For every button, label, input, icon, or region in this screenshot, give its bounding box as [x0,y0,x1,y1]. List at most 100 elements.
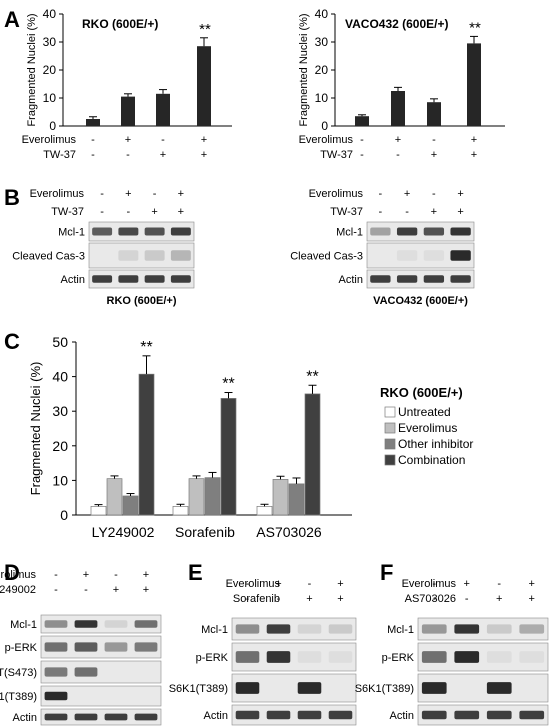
blot-row-label: Actin [13,712,37,724]
blot-row-label: Cleaved Cas-3 [290,251,363,263]
blot-band [44,642,68,652]
treatment-mark: + [496,593,502,605]
treatment-mark: + [431,149,437,161]
panel-label-e: E [188,560,203,585]
blot-band [134,620,158,628]
blot-row-label: Mcl-1 [58,227,85,239]
blot-band [44,691,68,701]
y-tick-label: 10 [52,472,68,488]
y-tick-label: 50 [52,334,68,350]
bar-combination [138,373,155,516]
blot-band [170,250,191,261]
bar [391,91,405,126]
treatment-mark: + [529,578,535,590]
blot-band [370,275,391,283]
blot-band [118,250,139,261]
y-tick-label: 20 [43,63,57,77]
blot-band [44,620,68,628]
chart-c-rko: 0 10 20 30 40 50 Fragmented Nuclei (%) ** LY2490… [28,334,473,540]
panel-label-c: C [4,329,20,354]
bar-other-inhibitor [204,477,221,516]
blot-band [486,651,512,663]
blot-band [74,667,98,677]
blot-strip [417,704,549,726]
blot-band [328,651,353,663]
y-tick-label: 20 [315,63,329,77]
blot-band [104,642,128,652]
y-tick-label: 20 [52,438,68,454]
blot-band [396,250,418,261]
blot-band [423,275,445,283]
treatment-mark: - [246,578,250,590]
blot-band [74,620,98,628]
blot-band [104,713,128,721]
blot-row-label: p-ERK [196,652,229,664]
blot-band [170,227,191,236]
legend-entry: Everolimus [398,421,457,435]
y-tick-label: 40 [43,7,57,21]
blot-band [92,227,113,236]
blot-band [235,682,260,694]
treatment-mark: - [379,206,383,218]
blot-row-label: Actin [339,274,363,286]
treatment-mark: - [54,584,58,596]
bar-untreated [90,506,107,516]
blot-band [134,642,158,652]
blot-band [423,227,445,236]
treatment-mark: + [178,206,184,218]
chart-title: VACO432 (600E/+) [345,17,449,31]
blot-band [454,651,480,663]
blot-band [486,710,512,720]
treatment-mark: + [201,134,207,146]
blot-band [450,275,471,283]
legend-swatch [384,454,396,466]
blot-band [170,275,191,283]
blot-row-label: Actin [390,710,414,722]
treatment-mark: - [153,188,157,200]
blot-b-rko: Everolimus - + - + TW-37 - - + + Mcl-1 Cleaved Cas-… [12,188,195,307]
blot-band [396,275,418,283]
chart-a-vaco432: 0 10 20 30 40 Fragmented Nuclei (%) VACO432 (6… [298,7,505,161]
blot-row-label: Actin [204,710,228,722]
y-axis-label: Fragmented Nuclei (%) [298,13,310,126]
blot-band [486,624,512,634]
blot-band [297,651,322,663]
treatment-label: TW-37 [43,149,76,161]
treatment-mark: + [529,593,535,605]
blot-row-label: Mcl-1 [10,619,37,631]
significance-marker: ** [306,368,318,385]
treatment-mark: + [471,149,477,161]
blot-band [266,651,291,663]
blot-band [118,275,139,283]
legend-swatch [384,438,396,450]
treatment-mark: + [275,578,281,590]
treatment-mark: - [54,569,58,581]
blot-row-label: Mcl-1 [336,227,363,239]
blot-band [104,620,128,628]
treatment-mark: + [83,569,89,581]
treatment-mark: + [306,593,312,605]
blot-row-label: S6K1(T389) [169,683,228,695]
significance-marker: ** [199,21,211,38]
treatment-label: Everolimus [22,134,77,146]
treatment-mark: - [308,578,312,590]
blot-d: Everolimus - + - + LY249002 - - + + Mcl-1 p-ERK AKT(… [0,569,162,726]
treatment-mark: - [246,593,250,605]
blot-row-label: p-ERK [5,642,38,654]
treatment-label: TW-37 [320,149,353,161]
blot-row-label: AKT(S473) [0,667,37,679]
treatment-mark: + [457,188,463,200]
blot-strip [231,704,357,726]
blot-band [370,227,391,236]
y-tick-label: 0 [321,119,328,133]
treatment-label: LY249002 [0,584,36,596]
treatment-mark: + [143,569,149,581]
bar-everolimus [272,479,289,516]
treatment-mark: - [91,149,95,161]
blot-band [423,250,445,261]
treatment-mark: - [277,593,281,605]
blot-strip [88,221,195,242]
blot-band [74,642,98,652]
blot-band [421,651,447,663]
